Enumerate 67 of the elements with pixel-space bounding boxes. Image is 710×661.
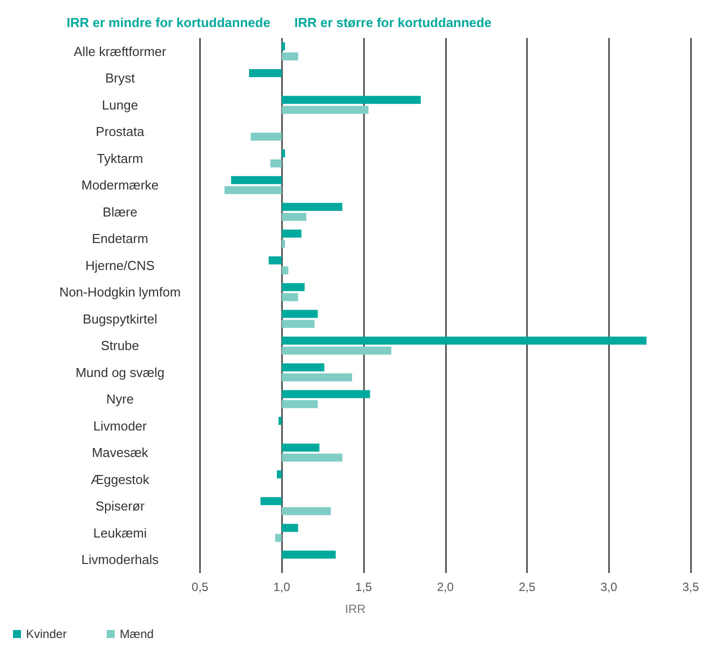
bar	[282, 336, 646, 345]
x-tick-label: 3,5	[682, 580, 700, 594]
bar	[224, 186, 282, 194]
bar	[282, 454, 342, 462]
y-tick-label: Alle kræftformer	[74, 44, 167, 59]
y-tick-label: Spiserør	[95, 498, 146, 514]
bar	[282, 390, 370, 398]
y-tick-label: Hjerne/CNS	[85, 258, 156, 273]
y-tick-label: Strube	[100, 338, 140, 354]
bar	[282, 373, 352, 382]
bar	[282, 106, 368, 114]
y-tick-label: Mund og svælg	[76, 364, 164, 380]
bar	[282, 42, 286, 50]
y-tick-label: Blære	[102, 204, 138, 220]
bar	[282, 310, 318, 318]
bar	[282, 507, 331, 516]
bar	[270, 159, 282, 168]
y-tick-label: Bugspytkirtel	[82, 311, 158, 326]
bar	[282, 363, 324, 372]
text: IRR er større for kortuddannede	[294, 15, 492, 30]
y-tick-label: Livmoderhals	[81, 552, 160, 568]
y-tick-label: Bryst	[105, 70, 136, 86]
bar	[276, 470, 282, 478]
bar	[282, 320, 314, 328]
bar	[249, 69, 282, 78]
x-tick-label: 1,5	[355, 580, 372, 594]
bar	[282, 96, 421, 104]
bar	[282, 400, 318, 408]
y-tick-label: Non-Hodgkin lymfom	[59, 284, 181, 300]
bar	[282, 293, 298, 302]
bar	[282, 212, 306, 221]
bar	[282, 202, 342, 211]
bar	[278, 416, 282, 425]
text: IRR er mindre for kortuddannede	[66, 15, 270, 30]
y-tick-label: Mavesæk	[92, 445, 149, 460]
x-tick-label: 2,0	[436, 580, 454, 594]
bar	[231, 176, 282, 184]
legend-label: Mænd	[120, 627, 154, 641]
bar	[275, 534, 282, 542]
y-tick-label: Tyktarm	[96, 150, 144, 166]
x-axis-title: IRR	[344, 602, 366, 616]
bar	[282, 444, 320, 452]
bar	[268, 256, 282, 264]
bar	[282, 550, 336, 559]
bar	[282, 240, 286, 248]
y-tick-label: Prostata	[96, 124, 145, 140]
bar	[282, 283, 305, 292]
bar	[260, 497, 282, 506]
y-tick-label: Leukæmi	[93, 525, 147, 540]
x-tick-label: 0,5	[192, 580, 209, 594]
bar	[250, 132, 282, 141]
bar	[282, 266, 288, 274]
y-tick-label: Nyre	[106, 392, 134, 407]
y-tick-label: Modermærke	[81, 178, 159, 193]
legend-label: Kvinder	[26, 627, 67, 641]
bar	[282, 52, 298, 60]
x-tick-label: 3,0	[600, 580, 618, 594]
y-tick-label: Endetarm	[92, 231, 148, 246]
x-tick-label: 2,5	[518, 580, 536, 594]
bar	[282, 524, 298, 532]
bar	[282, 149, 286, 158]
bar	[282, 346, 392, 355]
bar	[282, 230, 302, 238]
y-tick-label: Livmoder	[93, 418, 148, 434]
y-tick-label: Lunge	[102, 97, 138, 112]
x-tick-label: 1,0	[273, 580, 290, 594]
y-tick-label: Æggestok	[90, 472, 150, 487]
